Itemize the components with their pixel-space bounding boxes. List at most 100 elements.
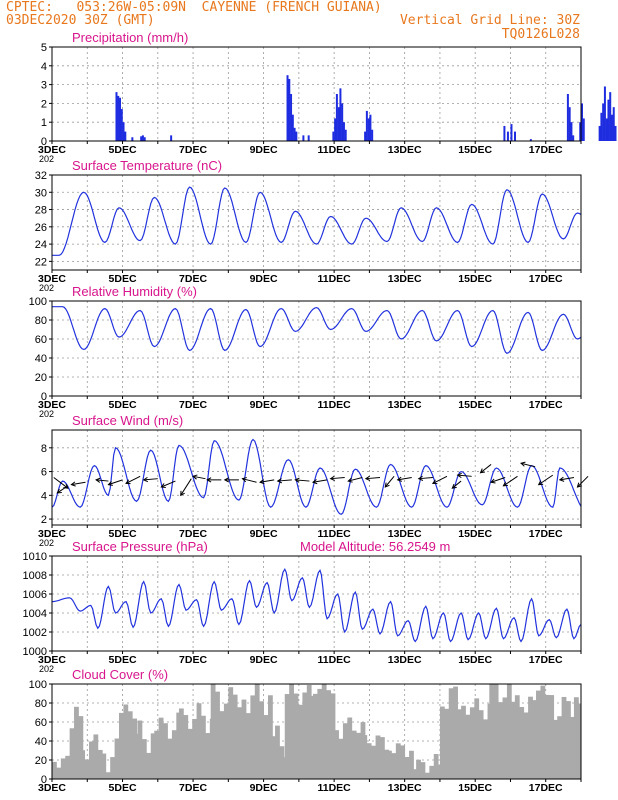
precip-bar	[337, 107, 340, 141]
rh-series-line	[52, 306, 581, 354]
wind-vector	[259, 479, 275, 483]
cloud-bar	[379, 737, 385, 779]
x-tick-label: 5DEC	[109, 273, 137, 285]
wind-vector-head	[70, 481, 76, 487]
y-tick-label: 0	[41, 391, 47, 403]
wind-vector-head	[259, 479, 265, 485]
cloud-bar	[506, 684, 512, 779]
wind-vector	[365, 477, 381, 480]
precip-bar	[332, 131, 335, 141]
wind-vector-head	[364, 475, 371, 481]
x-tick-label: 15DEC	[458, 528, 492, 540]
panel-frame	[51, 46, 582, 142]
precip-bar	[614, 125, 617, 141]
cloud-bar	[192, 718, 197, 779]
cloud-bar	[89, 741, 94, 779]
cloud-bar	[293, 693, 299, 779]
y-tick-label: 30	[35, 187, 47, 199]
cloud-bar	[127, 711, 133, 779]
cloud-bar	[502, 697, 508, 779]
wind-vector-head	[276, 478, 283, 484]
wind-vector-head	[456, 472, 462, 479]
panel-frame	[51, 683, 582, 780]
cloud-bar	[613, 686, 618, 779]
wind-vector-head	[537, 480, 544, 486]
precip-bar	[572, 135, 575, 141]
wind-vector-head	[558, 476, 565, 482]
header-model-id: TQ0126L028	[501, 27, 580, 42]
y-tick-label: 22	[35, 256, 47, 268]
cloud-bar	[592, 697, 597, 779]
x-tick-label: 9DEC	[250, 399, 278, 411]
cloud-bar	[171, 730, 177, 779]
wind-vector	[520, 462, 536, 468]
x-tick-label: 3DEC	[38, 399, 66, 411]
wind-vector-head	[502, 481, 508, 487]
cloud-bar	[536, 690, 541, 779]
x-tick-label: 5DEC	[109, 654, 137, 666]
wind-vector-head	[490, 478, 496, 484]
x-tick-label: 3DEC	[38, 273, 66, 285]
x-tick-label: 17DEC	[529, 782, 563, 794]
cloud-bar	[306, 684, 312, 779]
panel-frame	[51, 300, 582, 397]
y-tick-label: 26	[35, 222, 47, 234]
cloud-bar	[510, 701, 516, 779]
wind-vector-head	[160, 483, 166, 488]
cloud-bar	[167, 738, 173, 779]
cloud-bar	[74, 706, 79, 779]
x-tick-label: 17DEC	[529, 528, 563, 540]
x-year-stub: 202	[39, 409, 54, 419]
precip-bar	[609, 92, 612, 141]
cloud-bar	[469, 707, 475, 779]
y-tick-label: 60	[35, 334, 47, 346]
cloud-bar	[595, 685, 600, 779]
x-tick-label: 17DEC	[529, 399, 563, 411]
wind-vector	[125, 475, 141, 484]
wind-vector	[480, 464, 492, 474]
panel-frame	[51, 174, 582, 271]
cloud-bar	[448, 688, 454, 779]
x-year-stub: 202	[39, 664, 54, 674]
x-year-stub: 202	[39, 538, 54, 548]
cloud-bar	[245, 713, 251, 779]
wind-vector-head	[396, 476, 403, 482]
wind-vector-head	[431, 479, 438, 485]
wind-vector	[451, 480, 462, 489]
cloud-bar	[583, 684, 588, 779]
y-tick-label: 6	[41, 467, 47, 479]
x-tick-label: 3DEC	[38, 528, 66, 540]
header-station: CPTEC: 053:26W-05:09N CAYENNE (FRENCH GU…	[6, 0, 382, 15]
wind-vector-head	[384, 482, 390, 488]
cloud-bar	[326, 690, 332, 779]
y-tick-label: 2	[41, 98, 47, 110]
precip-bar	[600, 112, 603, 141]
y-tick-label: 32	[35, 170, 47, 182]
cloud-bar	[141, 739, 147, 779]
precip-bar	[341, 103, 344, 141]
cloud-bar	[201, 715, 206, 779]
wind-vector	[384, 475, 395, 488]
cloud-bar	[519, 706, 525, 779]
y-tick-label: 28	[35, 205, 47, 217]
x-tick-label: 9DEC	[250, 144, 278, 156]
cloud-bar	[321, 684, 327, 779]
cloud-bar	[587, 684, 592, 779]
precip-bar	[506, 131, 509, 141]
wind-vector	[559, 477, 575, 481]
cloud-bar	[297, 704, 303, 779]
wind-vector	[348, 477, 363, 482]
cloud-bar	[69, 728, 75, 779]
x-tick-label: 15DEC	[458, 144, 492, 156]
x-tick-label: 7DEC	[179, 654, 207, 666]
x-tick-label: 11DEC	[317, 528, 351, 540]
cloud-bar	[570, 716, 576, 779]
cloud-bar	[133, 733, 138, 779]
wind-vector	[143, 478, 158, 481]
precip-bar	[607, 99, 610, 141]
cloud-bar	[461, 705, 466, 779]
cloud-bar	[540, 685, 546, 779]
x-tick-label: 9DEC	[250, 654, 278, 666]
cloud-bar	[237, 707, 242, 779]
